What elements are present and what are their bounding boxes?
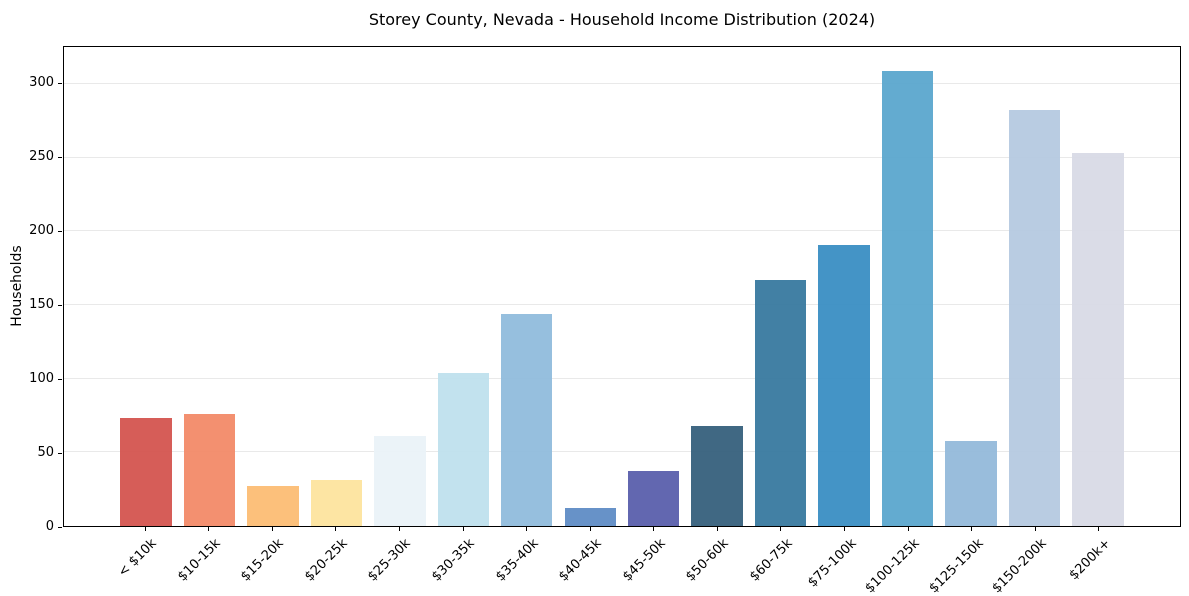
x-tick-mark (716, 527, 718, 531)
x-tick-mark (462, 527, 464, 531)
y-tick-label: 0 (45, 519, 54, 534)
x-tick-label: $15-20k (238, 536, 287, 585)
y-tick-mark (58, 304, 62, 306)
bar-slot (1066, 47, 1129, 526)
bar-slot (876, 47, 939, 526)
x-tick-mark (1098, 527, 1100, 531)
x-tick-label: $45-50k (619, 536, 669, 585)
bar (564, 508, 616, 526)
x-tick-label: $30-35k (429, 536, 478, 585)
x-tick-mark (971, 527, 973, 531)
bar-slot (622, 47, 685, 526)
x-tick-mark (271, 527, 273, 531)
bar-slot (749, 47, 812, 526)
x-tick-mark (144, 527, 146, 531)
bar (1008, 110, 1061, 526)
x-tick-label: $40-45k (556, 536, 605, 585)
bar-slot (305, 47, 368, 526)
y-tick-mark (58, 230, 62, 232)
bar (1072, 153, 1124, 526)
bar-slot (812, 47, 875, 526)
bar-slot (939, 47, 1002, 526)
bar (881, 70, 934, 526)
y-tick-label: 300 (29, 75, 54, 90)
gridline (64, 451, 1180, 453)
x-tick-mark (653, 527, 655, 531)
x-tick-mark (398, 527, 400, 531)
bar (183, 414, 236, 526)
bar (437, 372, 489, 526)
x-tick-label: $100-125k (862, 536, 923, 596)
x-tick-label: $125-150k (926, 536, 987, 596)
bar (374, 436, 426, 526)
x-tick-mark (208, 527, 210, 531)
bar (691, 425, 743, 526)
x-tick-label: $50-60k (683, 536, 732, 585)
gridline (64, 156, 1180, 158)
bar (754, 279, 807, 526)
x-tick-mark (780, 527, 782, 531)
x-tick-label: $35-40k (492, 536, 542, 585)
y-tick-label: 200 (29, 223, 54, 238)
bars-container (114, 47, 1130, 526)
gridline (64, 82, 1180, 84)
gridline (64, 377, 1180, 379)
x-tick-mark (589, 527, 591, 531)
y-tick-mark (58, 378, 62, 380)
y-tick-mark (58, 526, 62, 528)
x-tick-mark (335, 527, 337, 531)
x-tick-label: $25-30k (365, 536, 415, 585)
x-tick-mark (526, 527, 528, 531)
y-tick-label: 50 (37, 445, 54, 460)
gridline (64, 303, 1180, 305)
bar-slot (368, 47, 431, 526)
bar-slot (1003, 47, 1066, 526)
y-tick-mark (58, 156, 62, 158)
plot-area (63, 46, 1181, 527)
gridline (64, 230, 1180, 232)
bar-slot (685, 47, 748, 526)
bar (501, 313, 553, 526)
x-tick-label: $20-25k (301, 536, 351, 585)
bar (945, 440, 997, 526)
y-tick-label: 250 (29, 149, 54, 164)
x-tick-label: $60-75k (747, 536, 796, 585)
x-tick-label: < $10k (115, 536, 160, 581)
y-tick-mark (58, 452, 62, 454)
y-tick-label: 150 (29, 297, 54, 312)
bar (818, 244, 870, 526)
bar (247, 486, 299, 526)
x-tick-label: $10-15k (174, 536, 224, 585)
y-tick-mark (58, 82, 62, 84)
bar-slot (241, 47, 304, 526)
y-axis-label: Households (9, 245, 25, 327)
x-tick-mark (844, 527, 846, 531)
bar (628, 471, 680, 526)
x-tick-label: $75-100k (804, 536, 860, 591)
bar-slot (495, 47, 558, 526)
bar-slot (559, 47, 622, 526)
bar (120, 418, 172, 526)
x-tick-mark (1034, 527, 1036, 531)
bar-slot (178, 47, 241, 526)
chart-title: Storey County, Nevada - Household Income… (368, 10, 876, 29)
bar (310, 480, 363, 526)
bar-slot (432, 47, 495, 526)
x-tick-label: $150-200k (989, 536, 1050, 596)
x-tick-label: $200k+ (1066, 536, 1114, 584)
y-tick-label: 100 (29, 371, 54, 386)
x-tick-mark (907, 527, 909, 531)
bar-slot (114, 47, 177, 526)
